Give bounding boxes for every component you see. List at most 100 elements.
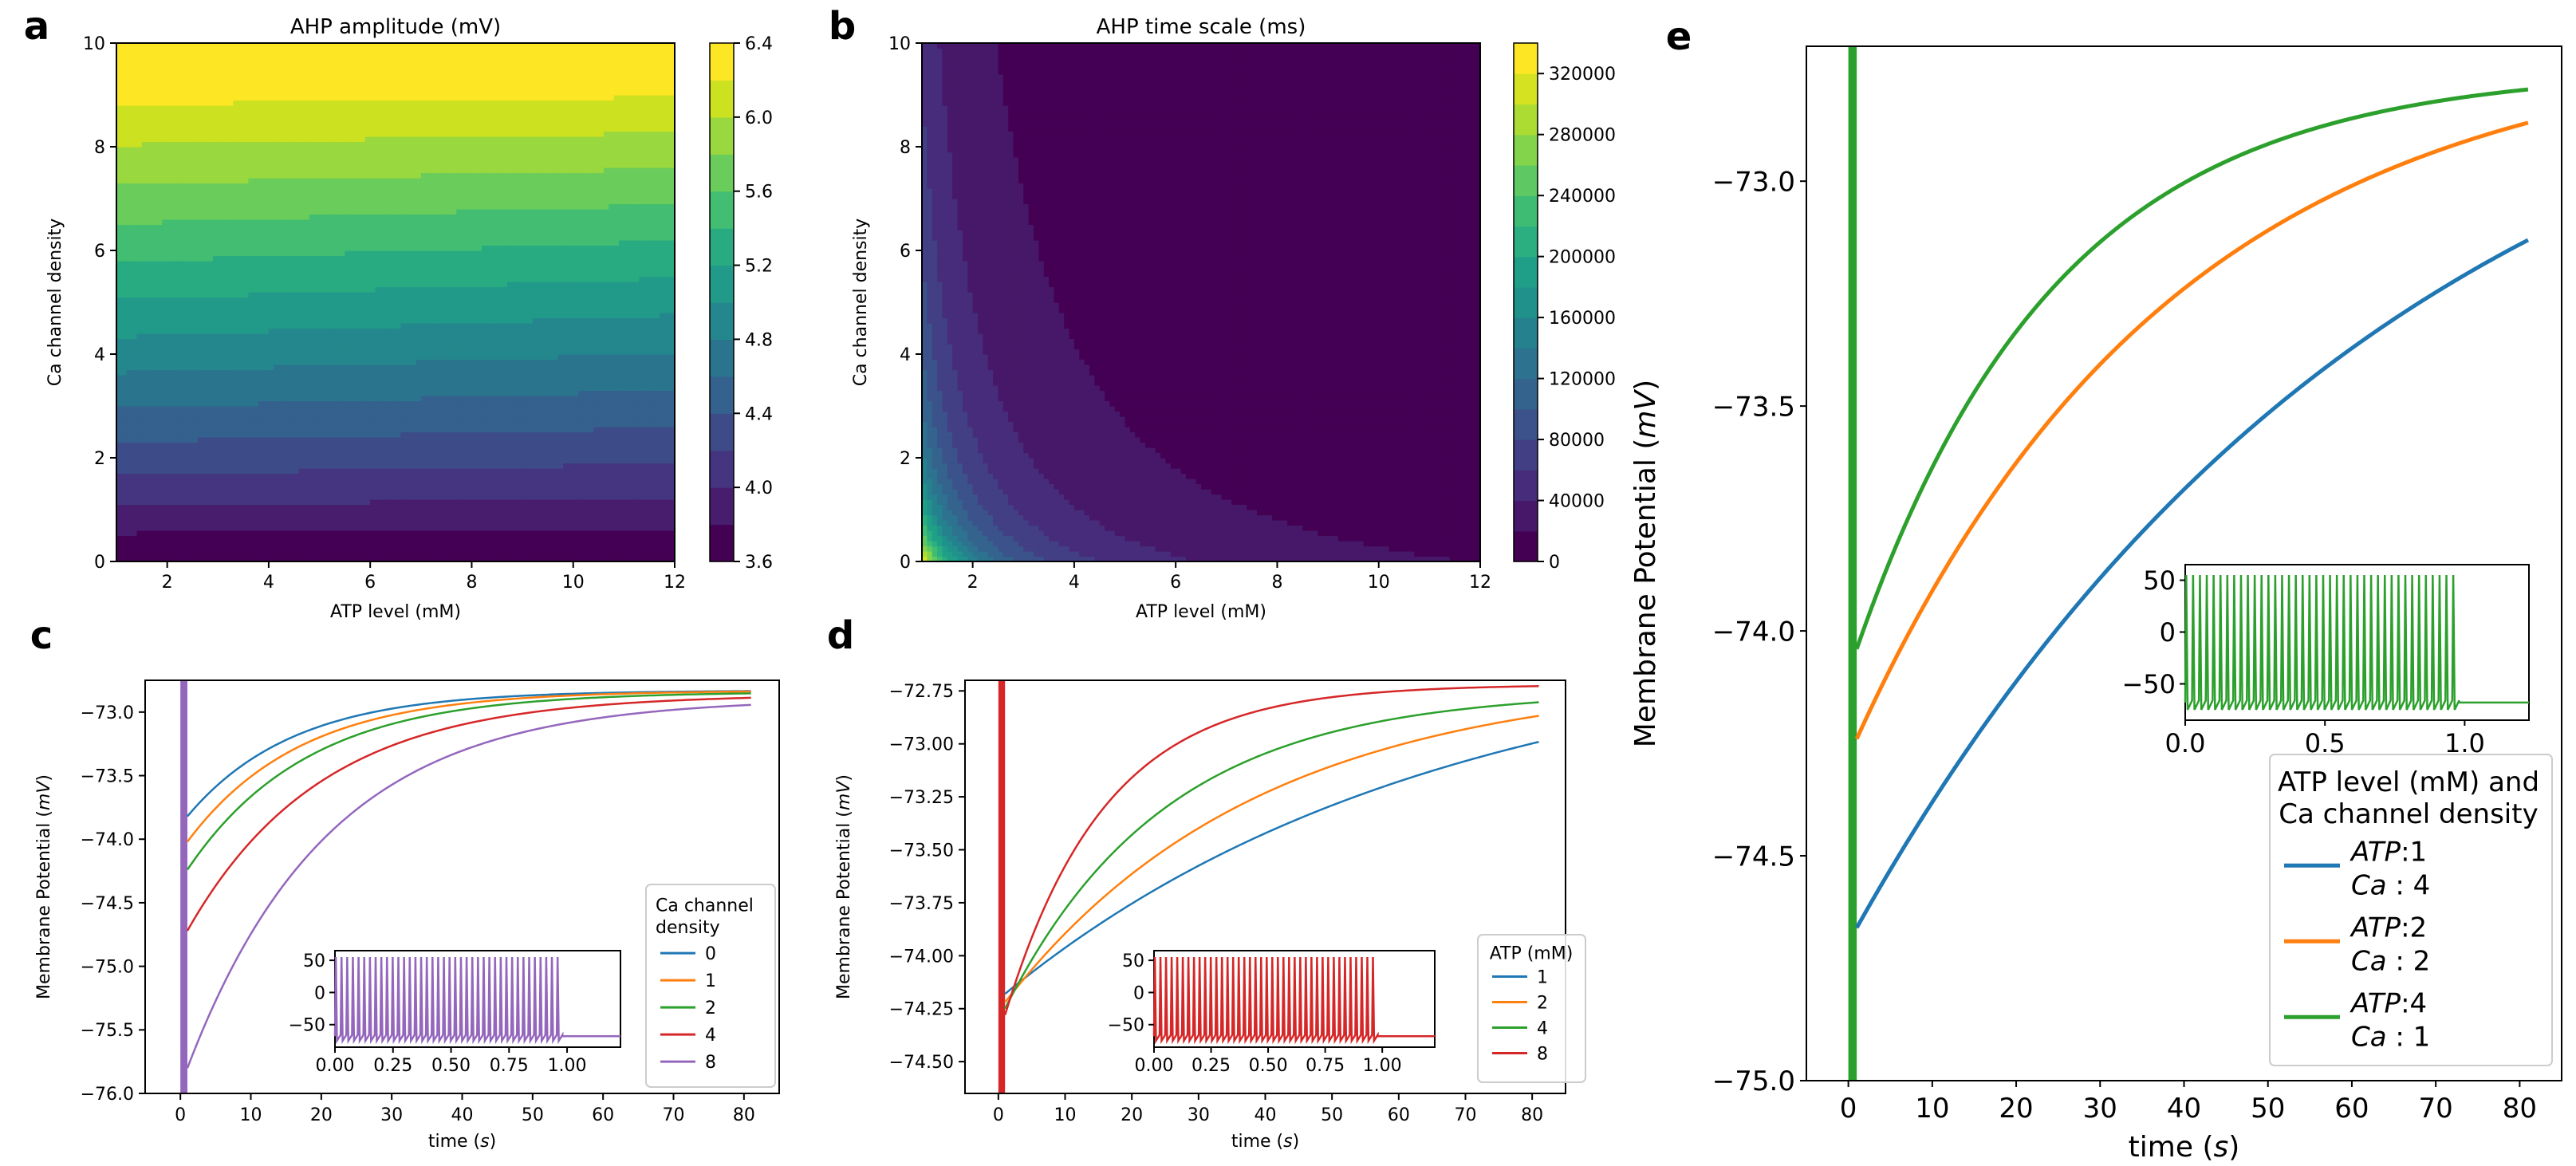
heatmap-cell <box>136 375 143 381</box>
heatmap-cell <box>299 411 305 417</box>
heatmap-cell <box>233 240 239 246</box>
heatmap-cell <box>177 385 183 392</box>
heatmap-cell <box>263 120 270 127</box>
heatmap-cell <box>167 152 173 158</box>
heatmap-cell <box>141 261 148 267</box>
heatmap-cell <box>340 199 345 205</box>
heatmap-cell <box>207 162 214 168</box>
heatmap-cell <box>126 499 132 506</box>
heatmap-cell <box>248 431 254 438</box>
heatmap-cell <box>197 214 203 220</box>
heatmap-cell <box>156 105 163 112</box>
heatmap-cell <box>192 344 199 350</box>
heatmap-cell <box>212 479 219 485</box>
heatmap-cell <box>207 183 214 189</box>
heatmap-cell <box>177 261 183 267</box>
heatmap-cell <box>360 276 366 282</box>
heatmap-cell <box>299 131 305 137</box>
heatmap-cell <box>364 489 371 495</box>
heatmap-cell <box>121 380 128 386</box>
heatmap-cell <box>364 297 371 303</box>
heatmap-cell <box>314 494 321 500</box>
heatmap-cell <box>293 468 300 475</box>
heatmap-cell <box>253 380 259 386</box>
heatmap-cell <box>116 452 122 459</box>
heatmap-cell <box>212 100 219 106</box>
heatmap-cell <box>248 183 254 189</box>
heatmap-cell <box>212 178 219 184</box>
heatmap-cell <box>187 307 194 313</box>
heatmap-cell <box>172 333 178 340</box>
heatmap-cell <box>203 349 209 355</box>
heatmap-cell <box>182 276 188 282</box>
heatmap-cell <box>228 74 234 81</box>
heatmap-cell <box>136 400 143 407</box>
heatmap-cell <box>274 74 280 81</box>
heatmap-cell <box>248 53 254 60</box>
heatmap-cell <box>203 546 209 552</box>
heatmap-cell <box>238 452 244 459</box>
heatmap-cell <box>364 400 371 407</box>
heatmap-cell <box>364 245 371 251</box>
heatmap-cell <box>126 167 132 174</box>
heatmap-cell <box>248 525 254 531</box>
heatmap-cell <box>223 69 229 75</box>
heatmap-cell <box>212 520 219 526</box>
heatmap-cell <box>284 364 290 371</box>
heatmap-cell <box>299 546 305 552</box>
heatmap-cell <box>141 178 148 184</box>
heatmap-cell <box>197 302 203 309</box>
heatmap-cell <box>116 126 122 132</box>
heatmap-cell <box>364 514 371 521</box>
heatmap-cell <box>340 390 345 396</box>
heatmap-cell <box>268 266 274 272</box>
heatmap-cell <box>355 400 361 407</box>
heatmap-cell <box>233 95 239 101</box>
heatmap-cell <box>147 504 153 510</box>
heatmap-cell <box>136 136 143 143</box>
heatmap-cell <box>349 494 356 500</box>
heatmap-cell <box>147 214 153 220</box>
heatmap-cell <box>345 375 351 381</box>
heatmap-cell <box>360 152 366 158</box>
heatmap-cell <box>274 172 280 179</box>
heatmap-cell <box>355 286 361 293</box>
heatmap-cell <box>319 463 325 469</box>
heatmap-cell <box>121 452 128 459</box>
heatmap-cell <box>345 313 351 319</box>
heatmap-cell <box>289 126 295 132</box>
heatmap-cell <box>355 271 361 278</box>
heatmap-cell <box>116 245 122 251</box>
heatmap-cell <box>136 416 143 423</box>
heatmap-cell <box>121 333 128 340</box>
heatmap-cell <box>126 199 132 205</box>
heatmap-cell <box>360 234 366 241</box>
heatmap-cell <box>203 162 209 168</box>
heatmap-cell <box>319 514 325 521</box>
heatmap-cell <box>309 510 315 516</box>
heatmap-cell <box>274 307 280 313</box>
heatmap-cell <box>274 427 280 433</box>
heatmap-cell <box>203 276 209 282</box>
heatmap-cell <box>233 541 239 547</box>
heatmap-cell <box>349 421 356 427</box>
heatmap-cell <box>253 323 259 329</box>
heatmap-cell <box>319 69 325 75</box>
heatmap-cell <box>345 85 351 91</box>
heatmap-cell <box>304 255 310 262</box>
heatmap-cell <box>243 167 250 174</box>
heatmap-cell <box>197 172 203 179</box>
heatmap-cell <box>223 95 229 101</box>
heatmap-cell <box>314 541 321 547</box>
heatmap-cell <box>187 85 194 91</box>
heatmap-cell <box>167 85 173 91</box>
heatmap-cell <box>126 214 132 220</box>
heatmap-cell <box>182 416 188 423</box>
heatmap-cell <box>253 510 259 516</box>
heatmap-cell <box>268 431 274 438</box>
heatmap-cell <box>349 95 356 101</box>
heatmap-cell <box>324 43 330 49</box>
heatmap-cell <box>334 473 341 479</box>
heatmap-cell <box>278 110 285 116</box>
heatmap-cell <box>278 136 285 143</box>
